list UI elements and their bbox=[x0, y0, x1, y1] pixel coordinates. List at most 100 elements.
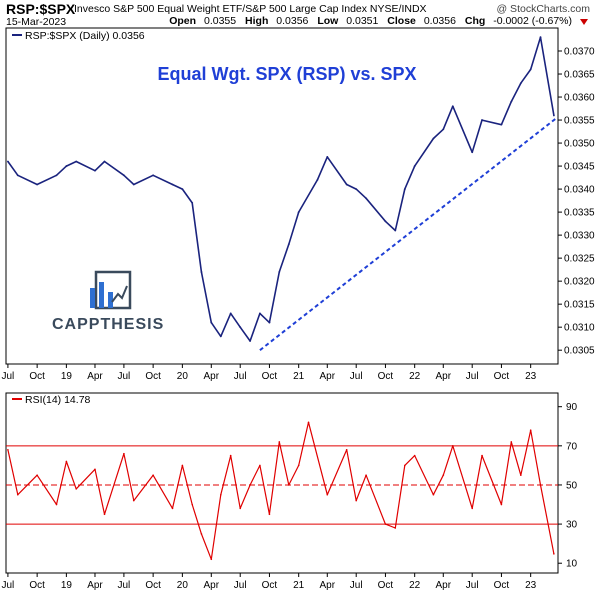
price-point bbox=[481, 119, 483, 121]
price-x-tick-label: Oct bbox=[378, 371, 394, 382]
price-point bbox=[229, 312, 232, 315]
rsi-x-tick-label: Oct bbox=[145, 580, 161, 591]
stockcharts-brand[interactable]: @ StockCharts.com bbox=[496, 3, 590, 15]
price-x-tick-label: 23 bbox=[525, 371, 537, 382]
rsi-point bbox=[432, 493, 435, 496]
rsi-point bbox=[220, 493, 222, 496]
price-y-tick-label: 0.0310 bbox=[564, 323, 595, 334]
price-point bbox=[500, 123, 503, 126]
price-y-tick-label: 0.0325 bbox=[564, 254, 595, 265]
high-value: 0.0356 bbox=[276, 15, 309, 27]
rsi-point bbox=[529, 429, 532, 431]
price-point bbox=[7, 160, 9, 163]
price-point bbox=[200, 271, 203, 273]
rsi-point bbox=[55, 503, 58, 506]
rsi-series bbox=[7, 421, 555, 561]
price-x-tick-label: Apr bbox=[320, 371, 336, 382]
rsi-x-tick-label: Apr bbox=[320, 580, 336, 591]
price-y-tick-label: 0.0370 bbox=[564, 47, 595, 58]
rsi-point bbox=[200, 533, 203, 535]
chart-date: 15-Mar-2023 bbox=[6, 16, 67, 28]
rsi-point bbox=[181, 464, 184, 467]
trendline bbox=[259, 116, 558, 351]
rsi-point bbox=[297, 464, 300, 467]
rsi-x-tick-label: 19 bbox=[61, 580, 73, 591]
rsi-point bbox=[326, 493, 329, 496]
price-point bbox=[442, 128, 445, 131]
rsi-point bbox=[94, 468, 96, 471]
price-point bbox=[171, 183, 174, 186]
price-point bbox=[539, 36, 542, 39]
price-y-tick-label: 0.0315 bbox=[564, 300, 595, 311]
rsi-x-tick-label: Oct bbox=[494, 580, 510, 591]
chart-annotation: Equal Wgt. SPX (RSP) vs. SPX bbox=[157, 64, 416, 84]
rsi-x-tick-label: Jul bbox=[2, 580, 15, 591]
rsi-point bbox=[539, 484, 542, 486]
price-point bbox=[239, 326, 242, 329]
rsi-point bbox=[404, 464, 406, 467]
rsi-point bbox=[471, 507, 473, 510]
rsi-x-tick-label: Oct bbox=[262, 580, 278, 591]
price-point bbox=[519, 82, 522, 85]
rsi-point bbox=[442, 474, 445, 476]
rsi-point bbox=[36, 474, 38, 476]
price-x-tick-label: Apr bbox=[435, 371, 451, 382]
rsi-x-tick-label: Oct bbox=[378, 580, 394, 591]
price-point bbox=[278, 271, 281, 273]
price-y-tick-label: 0.0360 bbox=[564, 93, 595, 104]
rsi-x-axis: Jul Oct 19 Apr Jul Oct 20 Apr Jul Oct 21 Apr Jul Oct 2… bbox=[2, 573, 537, 591]
rsi-point bbox=[249, 484, 251, 486]
price-point bbox=[219, 335, 222, 338]
price-point bbox=[259, 312, 261, 315]
price-point bbox=[413, 165, 416, 167]
price-point bbox=[552, 114, 555, 117]
rsi-point bbox=[229, 454, 232, 457]
price-x-tick-label: Jul bbox=[2, 371, 15, 382]
price-point bbox=[122, 174, 125, 177]
close-value: 0.0356 bbox=[423, 15, 456, 27]
price-point bbox=[249, 340, 251, 342]
ticker-symbol: RSP:$SPX bbox=[6, 1, 76, 17]
rsi-point bbox=[365, 474, 367, 476]
price-y-tick-label: 0.0320 bbox=[564, 277, 595, 288]
price-x-tick-label: Oct bbox=[29, 371, 45, 382]
rsi-point bbox=[452, 445, 454, 447]
rsi-point bbox=[152, 474, 154, 476]
price-x-axis: Jul Oct 19 Apr Jul Oct 20 Apr Jul Oct 21 Apr Jul Oct 2… bbox=[2, 364, 537, 382]
price-point bbox=[103, 160, 106, 163]
price-point bbox=[132, 183, 135, 186]
rsi-y-axis: 90 70 50 30 10 bbox=[558, 402, 578, 570]
price-point bbox=[268, 321, 271, 324]
price-point bbox=[94, 169, 96, 172]
rsi-x-tick-label: Jul bbox=[350, 580, 363, 591]
price-point bbox=[345, 183, 348, 186]
price-y-tick-label: 0.0355 bbox=[564, 116, 595, 127]
rsi-point bbox=[288, 484, 290, 486]
price-point bbox=[75, 160, 78, 163]
price-y-tick-label: 0.0345 bbox=[564, 162, 595, 173]
price-point bbox=[181, 188, 184, 190]
low-label: Low bbox=[317, 15, 339, 27]
price-x-tick-label: 20 bbox=[177, 371, 189, 382]
rsi-point bbox=[210, 558, 213, 561]
price-point bbox=[65, 165, 68, 167]
rsi-line bbox=[7, 421, 555, 560]
down-arrow-icon bbox=[580, 19, 588, 25]
rsi-point bbox=[65, 460, 68, 463]
rsi-y-tick-label: 70 bbox=[566, 441, 578, 452]
rsi-x-tick-label: 22 bbox=[409, 580, 421, 591]
chart-header: RSP:$SPX Invesco S&P 500 Equal Weight ET… bbox=[0, 0, 598, 28]
cappthesis-logo: CAPPTHESIS bbox=[52, 270, 164, 333]
price-point bbox=[365, 197, 367, 200]
rsi-point bbox=[171, 507, 174, 510]
rsi-point bbox=[394, 527, 397, 529]
price-y-tick-label: 0.0330 bbox=[564, 231, 595, 242]
price-point bbox=[152, 174, 155, 177]
logo-text: CAPPTHESIS bbox=[52, 316, 164, 333]
price-point bbox=[432, 137, 435, 140]
rsi-x-tick-label: Apr bbox=[204, 580, 220, 591]
high-label: High bbox=[245, 15, 269, 27]
ticker-description: Invesco S&P 500 Equal Weight ETF/S&P 500… bbox=[74, 3, 427, 15]
price-y-axis: 0.0370 0.0365 0.0360 0.0355 0.0350 0.0345 0.03… bbox=[558, 47, 595, 357]
price-point bbox=[55, 174, 58, 177]
